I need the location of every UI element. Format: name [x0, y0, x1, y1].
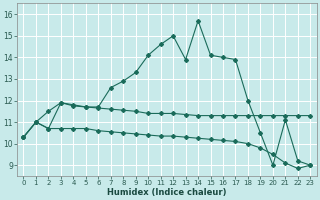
X-axis label: Humidex (Indice chaleur): Humidex (Indice chaleur)	[107, 188, 227, 197]
